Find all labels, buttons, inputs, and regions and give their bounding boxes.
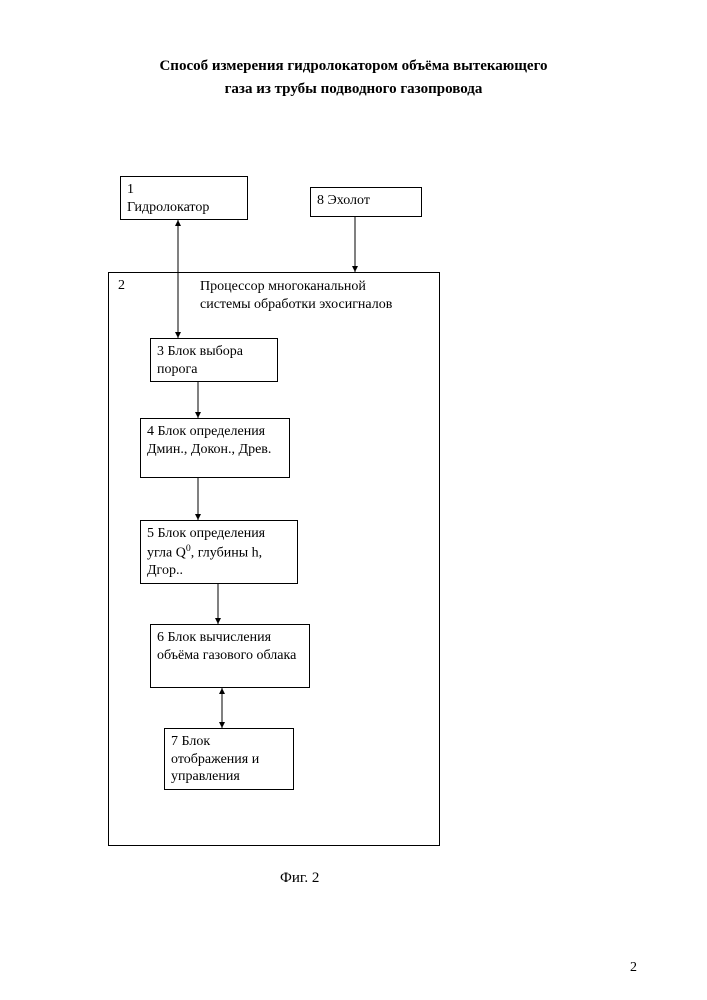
node-7-display-control: 7 Блок отображения и управления xyxy=(164,728,294,790)
node-8-label: Эхолот xyxy=(328,193,370,208)
title-line1: Способ измерения гидролокатором объёма в… xyxy=(159,58,547,74)
node-6-volume-calc: 6 Блок вычисления объёма газового облака xyxy=(150,624,310,688)
node-4-label: Блок определения Дмин., Докон., Древ. xyxy=(147,424,271,457)
node-6-label: Блок вычисления объёма газового облака xyxy=(157,630,296,663)
node-1-num: 1 xyxy=(127,182,134,197)
node-8-eholot: 8 Эхолот xyxy=(310,187,422,217)
page-title: Способ измерения гидролокатором объёма в… xyxy=(0,55,707,100)
node-6-num: 6 xyxy=(157,630,164,645)
node-2-label-line1: Процессор многоканальной xyxy=(200,279,366,294)
node-2-label-line2: системы обработки эхосигналов xyxy=(200,297,392,312)
node-3-num: 3 xyxy=(157,344,164,359)
node-7-num: 7 xyxy=(171,734,178,749)
page-number: 2 xyxy=(630,960,637,976)
node-2-label: Процессор многоканальной системы обработ… xyxy=(200,278,430,314)
node-3-threshold: 3 Блок выбора порога xyxy=(150,338,278,382)
page: Способ измерения гидролокатором объёма в… xyxy=(0,0,707,1000)
node-7-label: Блок отображения и управления xyxy=(171,734,259,784)
node-3-label: Блок выбора порога xyxy=(157,344,243,377)
node-4-determination: 4 Блок определения Дмин., Докон., Древ. xyxy=(140,418,290,478)
node-1-label: Гидролокатор xyxy=(127,200,209,215)
node-2-num: 2 xyxy=(118,278,125,294)
node-1-gidrolokator: 1 Гидролокатор xyxy=(120,176,248,220)
node-4-num: 4 xyxy=(147,424,154,439)
node-8-num: 8 xyxy=(317,193,324,208)
node-5-num: 5 xyxy=(147,526,154,541)
title-line2: газа из трубы подводного газопровода xyxy=(225,81,483,97)
node-5-angle-depth: 5 Блок определения угла Q0, глубины h, Д… xyxy=(140,520,298,584)
figure-label: Фиг. 2 xyxy=(280,870,319,887)
